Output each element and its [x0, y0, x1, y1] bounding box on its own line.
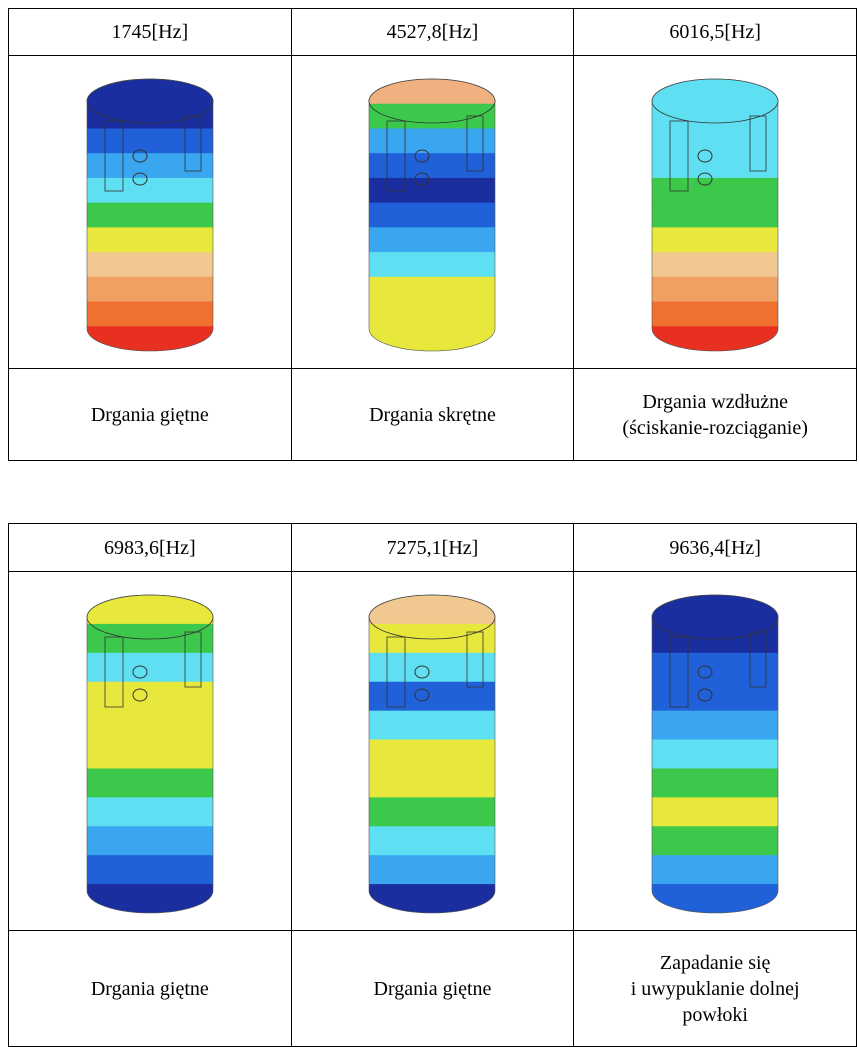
mode-shape-illustration	[65, 71, 235, 354]
page: 1745[Hz] 4527,8[Hz] 6016,5[Hz] Drgania gięt…	[0, 0, 859, 1046]
mode-shape-illustration	[347, 587, 517, 916]
description: (ściskanie-rozciąganie)	[574, 415, 856, 441]
cell	[9, 56, 292, 369]
mode-shape-illustration	[347, 71, 517, 354]
table: 1745[Hz] 4527,8[Hz] 6016,5[Hz] Drgania gięt…	[8, 8, 857, 461]
mode-shape-illustration	[630, 587, 800, 916]
image-row	[9, 572, 857, 931]
cell: 4527,8[Hz]	[291, 9, 574, 56]
cell: 6016,5[Hz]	[574, 9, 857, 56]
frequency: 6983,6[Hz]	[104, 537, 196, 559]
description: Zapadanie się	[574, 950, 856, 976]
cell: Drgania giętne	[9, 931, 292, 1047]
table: 6983,6[Hz] 7275,1[Hz] 9636,4[Hz] Drgania gi…	[8, 523, 857, 1047]
frequency: 7275,1[Hz]	[387, 537, 479, 559]
cell: 1745[Hz]	[9, 9, 292, 56]
description: Drgania wzdłużne	[574, 389, 856, 415]
mode-shape-illustration	[65, 587, 235, 916]
cell	[574, 56, 857, 369]
frequency: 9636,4[Hz]	[669, 537, 761, 559]
description: Drgania giętne	[9, 976, 291, 1002]
description: Drgania giętne	[292, 976, 574, 1002]
cell: Drgania giętne	[9, 369, 292, 461]
image-row	[9, 56, 857, 369]
cell: Drgania skrętne	[291, 369, 574, 461]
description: powłoki	[574, 1002, 856, 1028]
cell: Drgania wzdłużne(ściskanie-rozciąganie)	[574, 369, 857, 461]
cell	[291, 572, 574, 931]
cell	[574, 572, 857, 931]
cell: 6983,6[Hz]	[9, 524, 292, 572]
cell: 9636,4[Hz]	[574, 524, 857, 572]
frequency: 6016,5[Hz]	[669, 21, 761, 43]
mode-shape-illustration	[630, 71, 800, 354]
description: i uwypuklanie dolnej	[574, 976, 856, 1002]
frequency: 1745[Hz]	[112, 21, 189, 43]
cell: Drgania giętne	[291, 931, 574, 1047]
header-row: 1745[Hz] 4527,8[Hz] 6016,5[Hz]	[9, 9, 857, 56]
frequency: 4527,8[Hz]	[387, 21, 479, 43]
description: Drgania giętne	[9, 402, 291, 428]
cell: 7275,1[Hz]	[291, 524, 574, 572]
header-row: 6983,6[Hz] 7275,1[Hz] 9636,4[Hz]	[9, 524, 857, 572]
description: Drgania skrętne	[292, 402, 574, 428]
cell	[291, 56, 574, 369]
cell	[9, 572, 292, 931]
